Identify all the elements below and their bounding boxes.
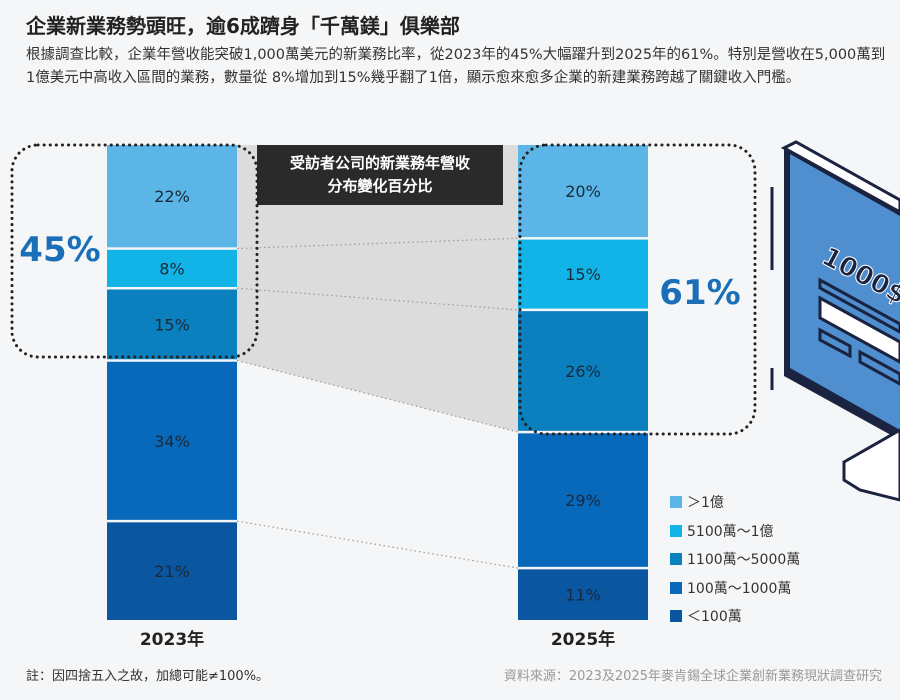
legend-label: ＜100萬 (687, 609, 742, 626)
bar-segment (107, 361, 237, 520)
legend-label: 100萬～1000萬 (687, 580, 792, 597)
connector-line (236, 237, 519, 250)
page-title: 企業新業務勢頭旺，逾6成躋身「千萬鎂」俱樂部 (26, 14, 460, 38)
bar-segment (518, 239, 648, 309)
bar-segment (518, 311, 648, 431)
category-label: 2025年 (551, 629, 615, 650)
data-label: 20% (565, 182, 601, 201)
highlight-box-2025 (518, 143, 757, 436)
connector-line (236, 520, 519, 569)
legend-swatch (670, 581, 682, 594)
source: 資料來源：2023及2025年麥肯錫全球企業創新業務現狀調查研究 (503, 669, 882, 684)
bar-segment (107, 522, 237, 620)
legend: ＞1億 5100萬～1億 1100萬～5000萬 100萬～1000萬 ＜100萬 (670, 488, 800, 631)
bar-segment (518, 145, 648, 238)
legend-label: ＞1億 (687, 495, 724, 512)
chart-title: 受訪者公司的新業務年營收 (290, 154, 470, 172)
legend-item: ＞1億 (670, 488, 800, 517)
bar-segment (107, 289, 237, 360)
legend-swatch (670, 496, 682, 509)
legend-swatch (670, 524, 682, 537)
legend-item: 100萬～1000萬 (670, 574, 800, 603)
footnote: 註：因四捨五入之故，加總可能≠100%。 (26, 669, 270, 684)
category-label: 2023年 (140, 629, 204, 650)
legend-label: 5100萬～1億 (687, 523, 774, 540)
data-label: 34% (154, 432, 190, 451)
data-label: 8% (159, 259, 184, 278)
description: 根據調查比較，企業年營收能突破1,000萬美元的新業務比率，從2023年的45%… (26, 47, 886, 86)
data-label: 29% (565, 491, 601, 510)
legend-item: ＜100萬 (670, 602, 800, 631)
highlight-bg (14, 228, 100, 268)
legend-swatch (670, 553, 682, 566)
chart-title-box (257, 145, 503, 205)
highlight-box-2023 (10, 143, 259, 359)
highlight-bg (652, 270, 748, 314)
legend-item: 5100萬～1億 (670, 517, 800, 546)
monitor-illustration: 1000$ (770, 140, 900, 502)
highlight-band (237, 145, 518, 433)
highlight-value-2023: 45% (19, 230, 100, 270)
data-label: 11% (565, 586, 601, 605)
bar-segment (518, 433, 648, 567)
chart-title: 分布變化百分比 (327, 177, 432, 195)
connector-line (236, 359, 519, 433)
bar-segment (107, 145, 237, 248)
bar-segment (107, 249, 237, 287)
data-label: 21% (154, 562, 190, 581)
legend-swatch (670, 610, 682, 623)
highlight-value-2025: 61% (659, 273, 740, 313)
legend-label: 1100萬～5000萬 (687, 552, 801, 569)
connector-line (236, 287, 519, 311)
data-label: 15% (565, 265, 601, 284)
data-label: 15% (154, 315, 190, 334)
data-label: 26% (565, 362, 601, 381)
data-label: 22% (154, 187, 190, 206)
bar-segment (518, 569, 648, 620)
legend-item: 1100萬～5000萬 (670, 545, 800, 574)
